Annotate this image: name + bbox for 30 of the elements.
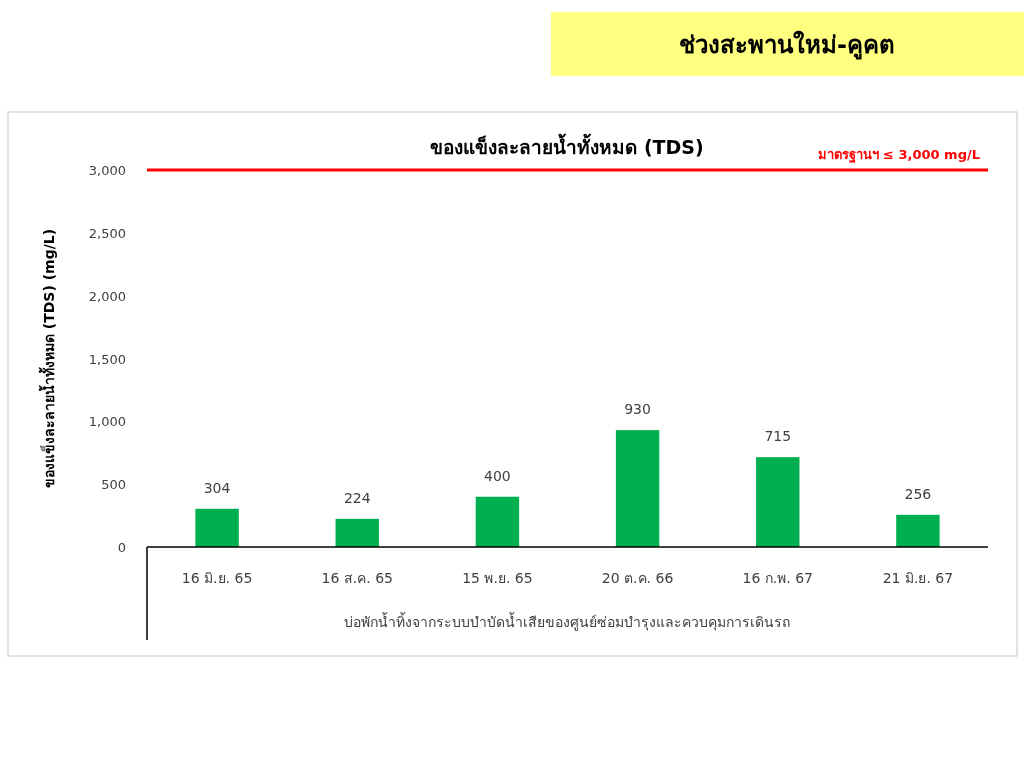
bar xyxy=(615,430,660,547)
data-label: 256 xyxy=(904,485,932,502)
chart-subtitle: ช่วงสะพานใหม่-คูคต xyxy=(679,30,895,60)
x-tick-label: 16 มิ.ย. 65 xyxy=(181,570,253,586)
y-tick-label: 1,000 xyxy=(88,414,126,430)
ref-line-label: มาตรฐานฯ ≤ 3,000 mg/L xyxy=(817,147,980,164)
y-tick-label: 2,500 xyxy=(88,225,126,241)
data-label: 224 xyxy=(343,489,371,506)
x-tick-label: 21 มิ.ย. 67 xyxy=(882,570,954,586)
bar xyxy=(475,496,520,547)
y-tick-label: 1,500 xyxy=(88,351,126,367)
y-tick-label: 0 xyxy=(117,540,126,555)
bar xyxy=(335,518,379,547)
x-tick-label: 20 ต.ค. 66 xyxy=(601,570,674,586)
x-tick-label: 16 ก.พ. 67 xyxy=(742,570,813,586)
data-label: 715 xyxy=(764,428,792,445)
bar xyxy=(896,514,940,547)
x-axis-title: บ่อพักน้ำทิ้งจากระบบบำบัดน้ำเสียของศูนย์ซ่อมบำรุงและควบคุมการเดินรถ xyxy=(344,612,790,631)
y-tick-label: 500 xyxy=(101,477,126,493)
data-label: 304 xyxy=(203,479,231,496)
x-tick-label: 15 พ.ย. 65 xyxy=(462,570,533,586)
bar xyxy=(195,508,239,547)
x-tick-label: 16 ส.ค. 65 xyxy=(321,570,393,586)
data-label: 400 xyxy=(484,467,511,484)
y-axis-title: ของแข็งละลายน้ำทั้งหมด (TDS) (mg/L) xyxy=(38,228,57,489)
y-tick-label: 3,000 xyxy=(88,163,126,178)
y-tick-label: 2,000 xyxy=(88,288,126,304)
chart-title: ของแข็งละลายน้ำทั้งหมด (TDS) xyxy=(430,133,704,158)
data-label: 930 xyxy=(624,401,651,418)
bar xyxy=(756,457,800,547)
